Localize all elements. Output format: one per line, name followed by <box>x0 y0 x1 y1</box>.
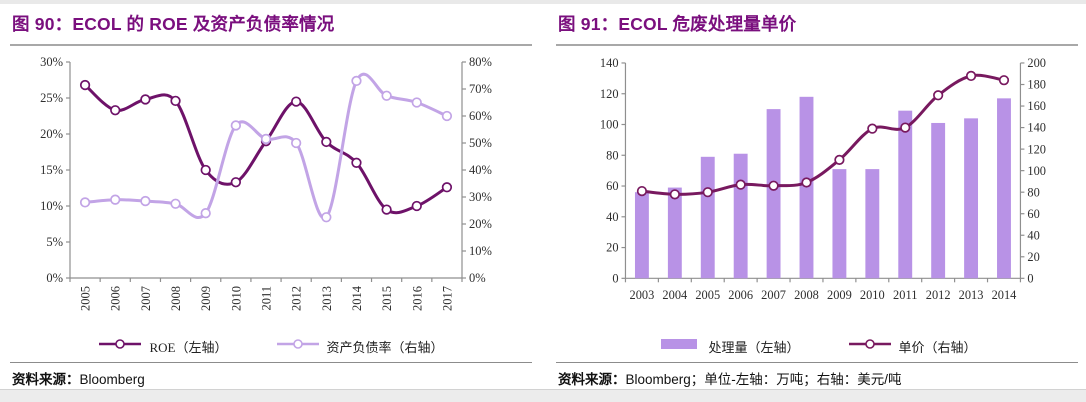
svg-text:2012: 2012 <box>290 286 304 311</box>
svg-text:20%: 20% <box>469 217 492 231</box>
source-value: Bloomberg <box>79 372 145 387</box>
svg-text:2012: 2012 <box>926 288 951 302</box>
figure-90-title: 图 90：ECOL 的 ROE 及资产负债率情况 <box>12 14 335 34</box>
svg-text:2010: 2010 <box>860 288 885 302</box>
legend-label: 资产负债率（右轴） <box>326 339 444 355</box>
svg-text:2014: 2014 <box>992 288 1017 302</box>
page-bottom-strip <box>0 389 1086 402</box>
figure-90-legend: ROE（左轴） 资产负债率（右轴） <box>10 336 532 356</box>
svg-text:70%: 70% <box>469 82 492 96</box>
volume-bar-swatch-icon <box>657 337 701 356</box>
svg-text:80%: 80% <box>469 55 492 69</box>
svg-text:2015: 2015 <box>380 286 394 311</box>
svg-text:0: 0 <box>1027 271 1033 285</box>
svg-text:0%: 0% <box>469 271 486 285</box>
svg-text:2006: 2006 <box>109 286 123 311</box>
legend-label: 处理量（左轴） <box>708 339 800 355</box>
svg-text:2009: 2009 <box>199 286 213 311</box>
svg-text:40: 40 <box>1027 228 1039 242</box>
svg-text:60%: 60% <box>469 109 492 123</box>
page-top-strip <box>0 0 1086 4</box>
svg-text:0: 0 <box>612 271 618 285</box>
svg-text:25%: 25% <box>40 91 63 105</box>
svg-text:200: 200 <box>1027 56 1046 70</box>
svg-text:2003: 2003 <box>630 288 655 302</box>
price-line-swatch-icon <box>848 337 892 356</box>
figure-91-panel: 图 91：ECOL 危废处理量单价 0 20 40 60 80 100 120 140 0 20 4… <box>556 6 1078 388</box>
legend-item-roe: ROE（左轴） <box>98 337 228 356</box>
svg-text:80: 80 <box>1027 185 1039 199</box>
svg-text:2008: 2008 <box>169 286 183 311</box>
svg-text:2007: 2007 <box>139 286 153 311</box>
svg-text:80: 80 <box>606 148 618 162</box>
svg-text:20%: 20% <box>40 127 63 141</box>
svg-text:2013: 2013 <box>959 288 984 302</box>
legend-item-price: 单价（右轴） <box>848 337 977 356</box>
svg-text:40%: 40% <box>469 163 492 177</box>
svg-text:30%: 30% <box>40 55 63 69</box>
svg-text:2013: 2013 <box>320 286 334 311</box>
svg-text:50%: 50% <box>469 136 492 150</box>
svg-text:2008: 2008 <box>794 288 819 302</box>
roe-line-swatch-icon <box>98 337 142 356</box>
svg-text:20: 20 <box>606 241 618 255</box>
svg-text:2005: 2005 <box>695 288 720 302</box>
legend-item-volume: 处理量（左轴） <box>657 337 800 356</box>
svg-text:10%: 10% <box>469 244 492 258</box>
legend-item-debt-ratio: 资产负债率（右轴） <box>276 337 444 356</box>
svg-text:5%: 5% <box>46 235 63 249</box>
svg-text:2011: 2011 <box>893 288 917 302</box>
svg-text:2005: 2005 <box>79 286 93 311</box>
svg-text:2010: 2010 <box>229 286 243 311</box>
treatment-volume-price-chart: 0 20 40 60 80 100 120 140 0 20 40 60 80 100 120 140 160 1… <box>600 56 1046 302</box>
svg-text:2014: 2014 <box>350 285 364 311</box>
figure-91-title-rule <box>556 44 1078 46</box>
figure-90-title-rule <box>10 44 532 46</box>
roe-debt-ratio-line-chart: 0% 5% 10% 15% 20% 25% 30% 0% 10% 20% 30% 40% 50% 60% 7… <box>40 55 492 311</box>
source-label: 资料来源： <box>558 372 626 387</box>
svg-text:140: 140 <box>1027 121 1046 135</box>
svg-text:20: 20 <box>1027 250 1039 264</box>
figure-91-title: 图 91：ECOL 危废处理量单价 <box>558 14 797 34</box>
svg-text:2016: 2016 <box>410 286 424 311</box>
figure-91-legend: 处理量（左轴） 单价（右轴） <box>556 336 1078 356</box>
svg-text:120: 120 <box>1027 142 1046 156</box>
svg-text:30%: 30% <box>469 190 492 204</box>
svg-text:40: 40 <box>606 210 618 224</box>
svg-text:2007: 2007 <box>761 288 786 302</box>
svg-text:10%: 10% <box>40 199 63 213</box>
svg-text:160: 160 <box>1027 99 1046 113</box>
svg-text:100: 100 <box>1027 164 1046 178</box>
source-label: 资料来源： <box>12 372 80 387</box>
svg-text:100: 100 <box>600 118 619 132</box>
figure-90-source: 资料来源：Bloomberg <box>10 362 532 388</box>
svg-text:2017: 2017 <box>440 286 454 311</box>
svg-text:60: 60 <box>1027 207 1039 221</box>
source-value: Bloomberg；单位-左轴：万吨；右轴：美元/吨 <box>625 372 902 387</box>
figure-91-source: 资料来源：Bloomberg；单位-左轴：万吨；右轴：美元/吨 <box>556 362 1078 388</box>
svg-text:180: 180 <box>1027 78 1046 92</box>
svg-text:0%: 0% <box>46 271 63 285</box>
figure-90-panel: 图 90：ECOL 的 ROE 及资产负债率情况 0% 5% 10% 15% 20% 25… <box>10 6 532 388</box>
svg-text:120: 120 <box>600 87 619 101</box>
svg-text:2006: 2006 <box>728 288 753 302</box>
svg-text:2004: 2004 <box>662 288 687 302</box>
figure-panels: 图 90：ECOL 的 ROE 及资产负债率情况 0% 5% 10% 15% 20% 25… <box>0 4 1086 388</box>
svg-text:60: 60 <box>606 179 618 193</box>
legend-label: 单价（右轴） <box>898 339 977 355</box>
debt-ratio-line-swatch-icon <box>276 337 320 356</box>
svg-text:2009: 2009 <box>827 288 852 302</box>
svg-text:140: 140 <box>600 56 619 70</box>
svg-text:2011: 2011 <box>260 286 274 311</box>
svg-text:15%: 15% <box>40 163 63 177</box>
legend-label: ROE（左轴） <box>149 339 228 355</box>
